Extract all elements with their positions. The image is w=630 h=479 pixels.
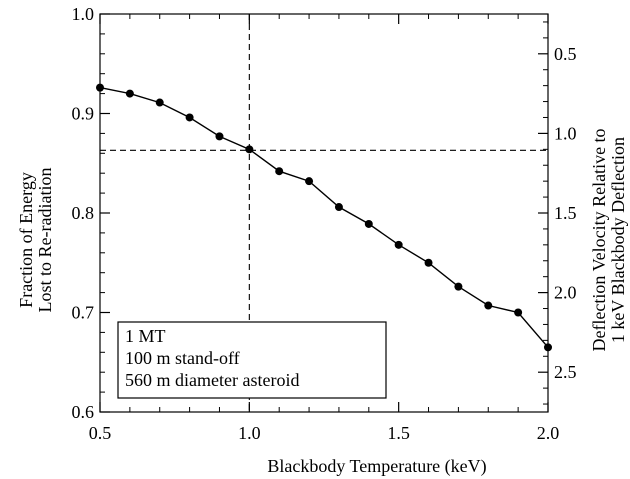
data-point [215, 132, 224, 141]
data-point [364, 219, 373, 228]
data-point [454, 282, 463, 291]
x-axis-ticks: 0.5 1.0 1.5 2.0 [89, 14, 560, 443]
series-line [99, 86, 549, 348]
y-tick-label: 0.8 [72, 203, 95, 223]
data-point [424, 258, 433, 267]
y2-tick-label: 1.5 [554, 203, 577, 223]
legend-line-3: 560 m diameter asteroid [125, 370, 299, 390]
data-point [245, 145, 254, 154]
y-tick-label: 0.9 [72, 104, 95, 124]
data-point [275, 167, 284, 176]
y2-tick-label: 2.0 [554, 283, 577, 303]
x-axis-title: Blackbody Temperature (keV) [267, 456, 486, 477]
x-tick-label: 2.0 [537, 423, 560, 443]
y-axis-title: Fraction of Energy Lost to Re-radiation [16, 168, 55, 313]
x-tick-label: 1.0 [238, 423, 261, 443]
x-tick-label: 0.5 [89, 423, 112, 443]
y2-axis-ticks: 0.5 1.0 1.5 2.0 2.5 [538, 21, 577, 405]
legend-line-2: 100 m stand-off [125, 348, 240, 368]
data-point [514, 308, 523, 317]
y2-tick-label: 1.0 [554, 123, 577, 143]
legend-line-1: 1 MT [125, 326, 166, 346]
y2-tick-label: 2.5 [554, 362, 577, 382]
y-axis-ticks: 0.6 0.7 0.8 0.9 1.0 [72, 4, 110, 422]
y-tick-label: 1.0 [72, 4, 95, 24]
data-point [155, 98, 164, 107]
y2-tick-label: 0.5 [554, 44, 577, 64]
data-series [96, 83, 552, 352]
data-point [394, 240, 403, 249]
x-tick-label: 1.5 [387, 423, 410, 443]
y2-axis-title: Deflection Velocity Relative to 1 keV Bl… [589, 128, 628, 351]
y2-axis-title-line-1: Deflection Velocity Relative to [589, 128, 609, 351]
y-axis-title-line-2: Lost to Re-radiation [35, 168, 55, 313]
y-axis-title-line-1: Fraction of Energy [16, 172, 36, 308]
legend: 1 MT 100 m stand-off 560 m diameter aste… [117, 321, 387, 399]
data-point [185, 113, 194, 122]
data-point [484, 301, 493, 310]
y-tick-label: 0.7 [72, 303, 95, 323]
data-point [334, 203, 343, 212]
y2-axis-title-line-2: 1 keV Blackbody Deflection [608, 137, 628, 343]
data-point [305, 177, 314, 186]
y-tick-label: 0.6 [72, 402, 95, 422]
data-point [125, 89, 134, 98]
legend-box [117, 321, 387, 399]
